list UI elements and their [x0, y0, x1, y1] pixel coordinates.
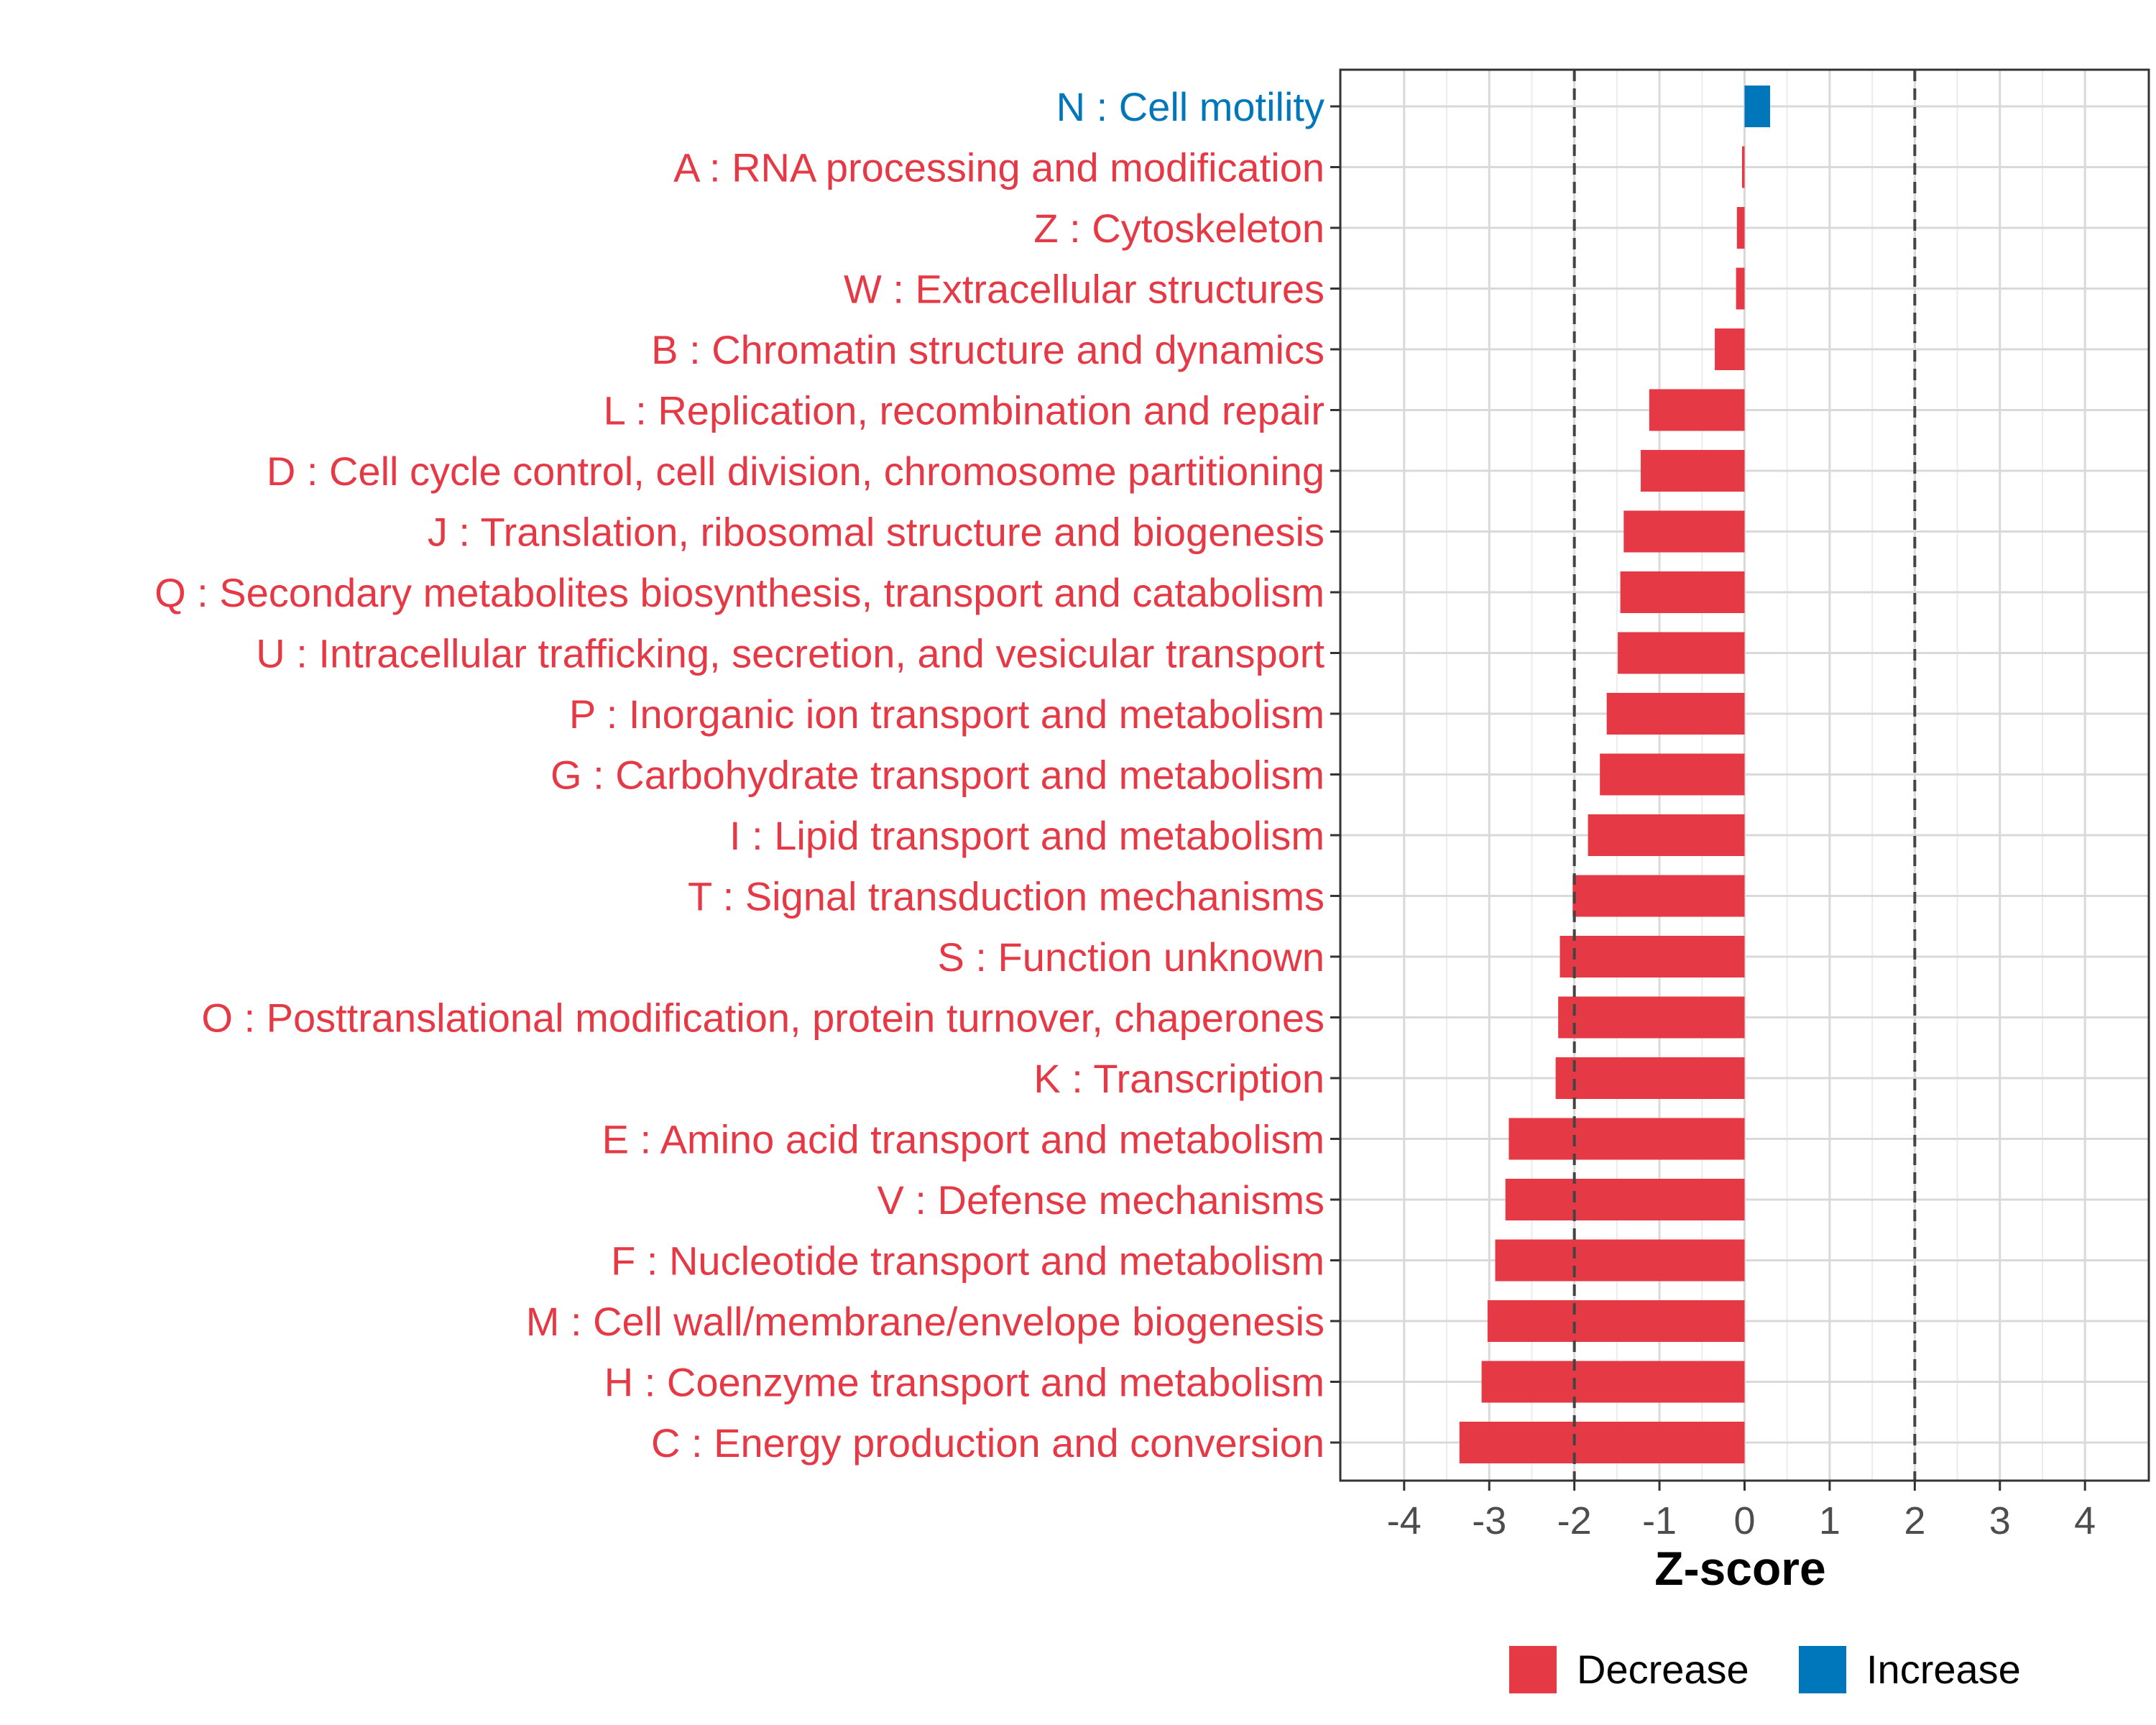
category-label: T : Signal transduction mechanisms [688, 874, 1325, 919]
category-label: M : Cell wall/membrane/envelope biogenes… [526, 1299, 1325, 1344]
x-tick-label: 4 [2074, 1499, 2096, 1542]
category-label: V : Defense mechanisms [877, 1177, 1325, 1223]
category-label: Q : Secondary metabolites biosynthesis, … [155, 570, 1325, 615]
bar [1558, 996, 1745, 1039]
x-axis-ticks: -4 -3 -2 -1 0 1 2 3 4 [1387, 1481, 2096, 1542]
bar [1641, 450, 1745, 492]
bar [1744, 86, 1771, 127]
bar [1715, 328, 1745, 370]
bar [1606, 693, 1745, 735]
legend-label-decrease: Decrease [1577, 1647, 1749, 1692]
bar [1481, 1361, 1745, 1403]
category-label: Z : Cytoskeleton [1033, 206, 1325, 251]
bar [1508, 1118, 1745, 1160]
bar [1741, 146, 1745, 188]
category-label: O : Posttranslational modification, prot… [201, 995, 1325, 1041]
category-label: J : Translation, ribosomal structure and… [428, 510, 1325, 555]
y-axis-category-labels: N : Cell motility A : RNA processing and … [155, 84, 1325, 1466]
x-tick-label: 3 [1989, 1499, 2011, 1542]
legend-key-decrease [1509, 1646, 1557, 1693]
bar [1620, 571, 1745, 613]
legend-label-increase: Increase [1866, 1647, 2021, 1692]
bar [1600, 753, 1745, 796]
bar [1736, 267, 1745, 310]
x-tick-label: 2 [1904, 1499, 1925, 1542]
category-label: G : Carbohydrate transport and metabolis… [550, 753, 1325, 798]
category-label: H : Coenzyme transport and metabolism [604, 1360, 1325, 1405]
bar [1495, 1239, 1745, 1282]
category-label: B : Chromatin structure and dynamics [651, 327, 1325, 372]
bar [1560, 936, 1745, 978]
bar [1487, 1300, 1745, 1342]
bar [1459, 1422, 1745, 1463]
legend-key-increase [1799, 1646, 1846, 1693]
x-tick-label: -4 [1387, 1499, 1422, 1542]
category-label: W : Extracellular structures [844, 267, 1325, 312]
category-label: S : Function unknown [937, 934, 1325, 980]
x-tick-label: -1 [1642, 1499, 1677, 1542]
category-label: K : Transcription [1033, 1056, 1325, 1101]
x-tick-label: 1 [1819, 1499, 1841, 1542]
x-tick-label: -2 [1557, 1499, 1592, 1542]
bar [1555, 1057, 1745, 1099]
x-tick-label: -3 [1472, 1499, 1506, 1542]
category-label: N : Cell motility [1056, 84, 1325, 129]
bars [1459, 86, 1771, 1463]
category-label: C : Energy production and conversion [651, 1420, 1325, 1466]
category-label: D : Cell cycle control, cell division, c… [267, 448, 1325, 494]
bar [1505, 1179, 1745, 1220]
bar [1623, 510, 1745, 553]
category-label: P : Inorganic ion transport and metaboli… [569, 691, 1325, 737]
category-label: I : Lipid transport and metabolism [729, 813, 1325, 858]
category-label: U : Intracellular trafficking, secretion… [256, 631, 1325, 676]
bar [1618, 632, 1745, 674]
reference-lines [1572, 70, 1917, 1481]
bar [1588, 814, 1745, 856]
y-axis-ticks [1330, 105, 1340, 1444]
category-label: F : Nucleotide transport and metabolism [611, 1238, 1325, 1284]
x-axis-title: Z-score [1654, 1542, 1825, 1595]
bar [1736, 207, 1745, 249]
legend: Decrease Increase [1509, 1646, 2021, 1693]
x-tick-label: 0 [1733, 1499, 1755, 1542]
bar [1572, 875, 1745, 917]
bar [1649, 389, 1745, 431]
category-label: E : Amino acid transport and metabolism [602, 1117, 1325, 1162]
category-label: A : RNA processing and modification [673, 145, 1325, 190]
category-label: L : Replication, recombination and repai… [604, 388, 1325, 433]
